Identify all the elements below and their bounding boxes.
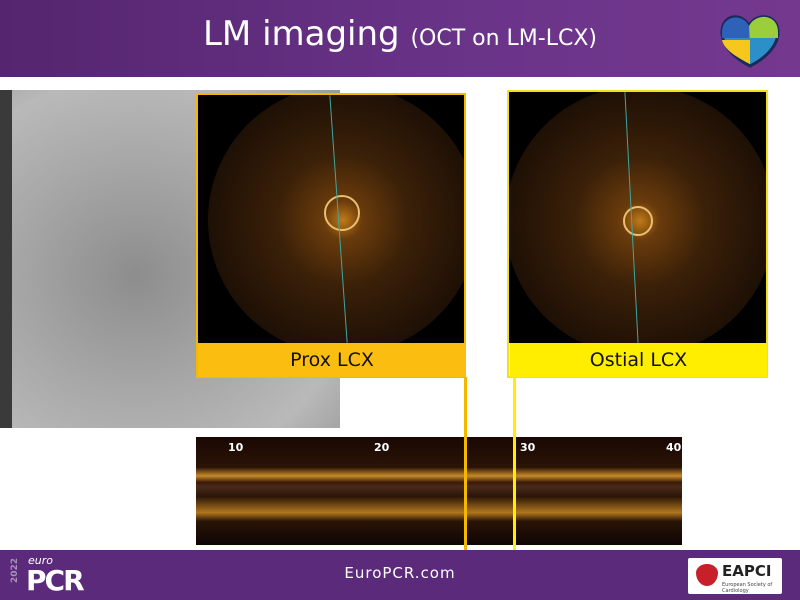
oct-panel-prox-lcx — [196, 93, 466, 378]
oct-image-prox-lcx — [198, 95, 464, 343]
title-main: LM imaging — [202, 14, 400, 54]
puzzle-heart-logo-icon — [720, 15, 780, 68]
tick-40: 40 — [666, 441, 682, 454]
heart-icon — [696, 564, 718, 586]
label-ostial-lcx: Ostial LCX — [510, 343, 767, 377]
tick-10: 10 — [228, 441, 244, 454]
slide-title: LM imaging (OCT on LM-LCX) — [0, 14, 800, 54]
marker-line-prox — [464, 377, 467, 550]
oct-panel-ostial-lcx — [507, 90, 768, 378]
marker-line-ostial — [513, 377, 516, 550]
title-sub: (OCT on LM-LCX) — [410, 26, 597, 51]
oct-longitudinal-view: 10 20 30 40 — [196, 437, 682, 545]
tick-30: 30 — [520, 441, 536, 454]
oct-image-ostial-lcx — [509, 92, 766, 343]
slide-header: LM imaging (OCT on LM-LCX) — [0, 0, 800, 77]
slide-footer: 2022 euro PCR EuroPCR.com EAPCI European… — [0, 550, 800, 600]
website-link[interactable]: EuroPCR.com — [344, 564, 456, 582]
label-prox-lcx: Prox LCX — [198, 343, 466, 377]
eapci-logo: EAPCI European Society of Cardiology — [688, 558, 782, 594]
tick-20: 20 — [374, 441, 390, 454]
